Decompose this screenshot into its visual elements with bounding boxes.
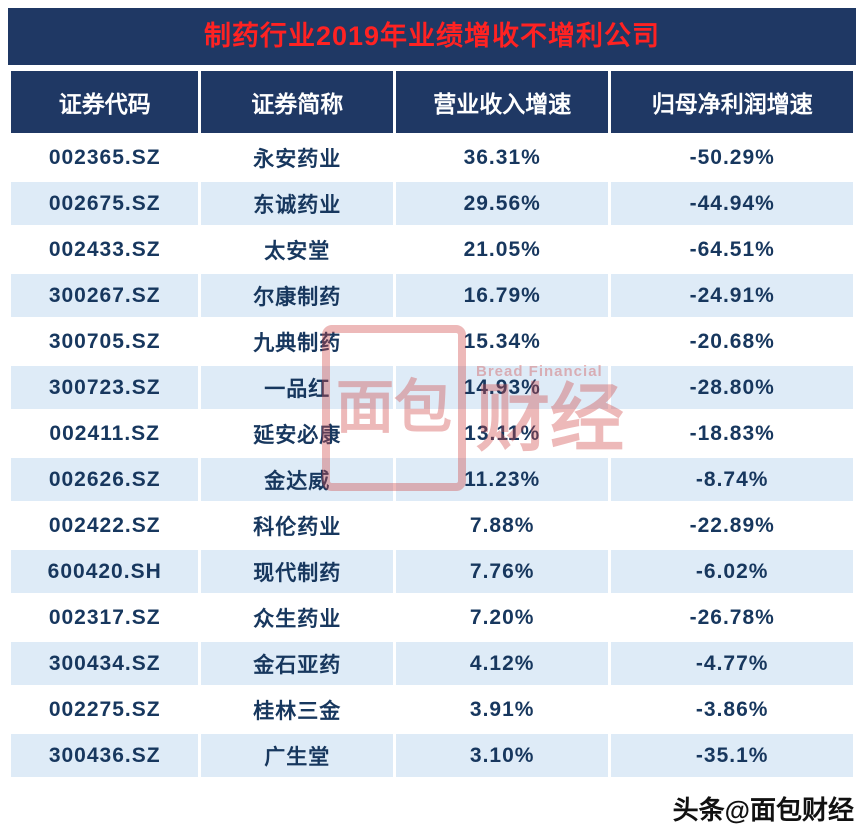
- header-profit-growth: 归母净利润增速: [611, 71, 853, 133]
- cell-code: 300267.SZ: [11, 274, 199, 317]
- cell-profit-growth: -24.91%: [611, 274, 853, 317]
- table-row: 002422.SZ 科伦药业 7.88% -22.89%: [11, 504, 853, 547]
- cell-revenue-growth: 14.93%: [396, 366, 609, 409]
- header-name: 证券简称: [201, 71, 393, 133]
- cell-profit-growth: -22.89%: [611, 504, 853, 547]
- table-row: 002365.SZ 永安药业 36.31% -50.29%: [11, 136, 853, 179]
- cell-name: 金石亚药: [201, 642, 393, 685]
- header-revenue-growth: 营业收入增速: [396, 71, 609, 133]
- cell-name: 广生堂: [201, 734, 393, 777]
- table-row: 002411.SZ 延安必康 13.11% -18.83%: [11, 412, 853, 455]
- cell-revenue-growth: 21.05%: [396, 228, 609, 271]
- cell-profit-growth: -35.1%: [611, 734, 853, 777]
- footer-watermark: 头条@面包财经: [672, 795, 854, 825]
- cell-code: 002626.SZ: [11, 458, 199, 501]
- cell-name: 延安必康: [201, 412, 393, 455]
- cell-profit-growth: -8.74%: [611, 458, 853, 501]
- table-row: 002675.SZ 东诚药业 29.56% -44.94%: [11, 182, 853, 225]
- cell-revenue-growth: 7.20%: [396, 596, 609, 639]
- table-row: 600420.SH 现代制药 7.76% -6.02%: [11, 550, 853, 593]
- cell-profit-growth: -18.83%: [611, 412, 853, 455]
- cell-revenue-growth: 3.91%: [396, 688, 609, 731]
- cell-name: 科伦药业: [201, 504, 393, 547]
- cell-code: 002422.SZ: [11, 504, 199, 547]
- table-row: 300723.SZ 一品红 14.93% -28.80%: [11, 366, 853, 409]
- cell-code: 002675.SZ: [11, 182, 199, 225]
- cell-profit-growth: -4.77%: [611, 642, 853, 685]
- cell-name: 桂林三金: [201, 688, 393, 731]
- table-row: 002317.SZ 众生药业 7.20% -26.78%: [11, 596, 853, 639]
- cell-profit-growth: -28.80%: [611, 366, 853, 409]
- cell-revenue-growth: 7.76%: [396, 550, 609, 593]
- cell-profit-growth: -44.94%: [611, 182, 853, 225]
- cell-name: 一品红: [201, 366, 393, 409]
- table-row: 300434.SZ 金石亚药 4.12% -4.77%: [11, 642, 853, 685]
- cell-profit-growth: -20.68%: [611, 320, 853, 363]
- cell-code: 600420.SH: [11, 550, 199, 593]
- cell-revenue-growth: 13.11%: [396, 412, 609, 455]
- cell-revenue-growth: 15.34%: [396, 320, 609, 363]
- header-code: 证券代码: [11, 71, 199, 133]
- cell-code: 002317.SZ: [11, 596, 199, 639]
- cell-revenue-growth: 16.79%: [396, 274, 609, 317]
- cell-revenue-growth: 7.88%: [396, 504, 609, 547]
- cell-name: 九典制药: [201, 320, 393, 363]
- cell-code: 002275.SZ: [11, 688, 199, 731]
- header-row: 证券代码 证券简称 营业收入增速 归母净利润增速: [11, 71, 853, 133]
- cell-code: 002365.SZ: [11, 136, 199, 179]
- table-row: 300267.SZ 尔康制药 16.79% -24.91%: [11, 274, 853, 317]
- table-row: 002275.SZ 桂林三金 3.91% -3.86%: [11, 688, 853, 731]
- cell-profit-growth: -64.51%: [611, 228, 853, 271]
- cell-code: 002411.SZ: [11, 412, 199, 455]
- table-body: 002365.SZ 永安药业 36.31% -50.29% 002675.SZ 东诚药业 2…: [11, 136, 853, 777]
- cell-name: 尔康制药: [201, 274, 393, 317]
- cell-code: 002433.SZ: [11, 228, 199, 271]
- table-row: 002626.SZ 金达威 11.23% -8.74%: [11, 458, 853, 501]
- cell-profit-growth: -6.02%: [611, 550, 853, 593]
- cell-name: 现代制药: [201, 550, 393, 593]
- cell-name: 永安药业: [201, 136, 393, 179]
- table-row: 300436.SZ 广生堂 3.10% -35.1%: [11, 734, 853, 777]
- cell-name: 众生药业: [201, 596, 393, 639]
- cell-revenue-growth: 4.12%: [396, 642, 609, 685]
- table-row: 300705.SZ 九典制药 15.34% -20.68%: [11, 320, 853, 363]
- cell-revenue-growth: 11.23%: [396, 458, 609, 501]
- table-row: 002433.SZ 太安堂 21.05% -64.51%: [11, 228, 853, 271]
- cell-name: 太安堂: [201, 228, 393, 271]
- data-table: 证券代码 证券简称 营业收入增速 归母净利润增速 002365.SZ 永安药业 36…: [8, 68, 856, 780]
- cell-profit-growth: -26.78%: [611, 596, 853, 639]
- cell-profit-growth: -3.86%: [611, 688, 853, 731]
- table-header: 证券代码 证券简称 营业收入增速 归母净利润增速: [11, 71, 853, 133]
- cell-name: 东诚药业: [201, 182, 393, 225]
- cell-profit-growth: -50.29%: [611, 136, 853, 179]
- cell-revenue-growth: 36.31%: [396, 136, 609, 179]
- cell-revenue-growth: 29.56%: [396, 182, 609, 225]
- cell-code: 300436.SZ: [11, 734, 199, 777]
- page-title: 制药行业2019年业绩增收不增利公司: [8, 8, 856, 65]
- cell-name: 金达威: [201, 458, 393, 501]
- cell-code: 300705.SZ: [11, 320, 199, 363]
- cell-code: 300434.SZ: [11, 642, 199, 685]
- cell-revenue-growth: 3.10%: [396, 734, 609, 777]
- cell-code: 300723.SZ: [11, 366, 199, 409]
